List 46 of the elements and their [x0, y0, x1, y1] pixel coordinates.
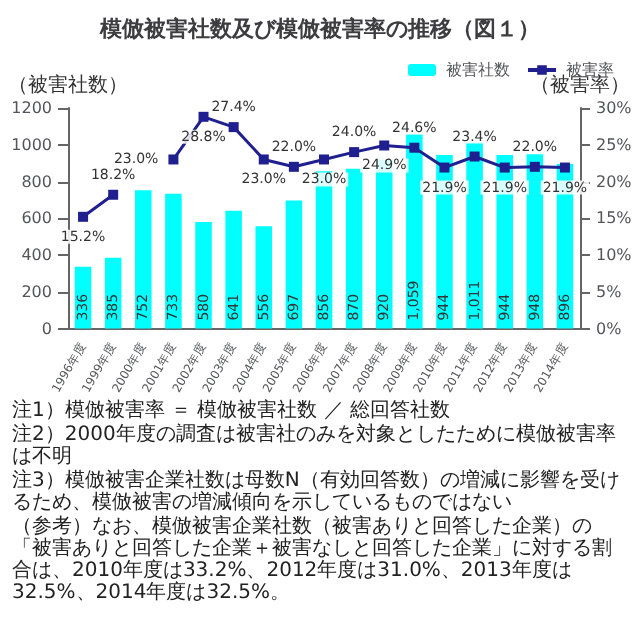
point: [198, 111, 209, 122]
y2-tick-label: 20%: [596, 172, 633, 191]
y-tick-label: 400: [21, 246, 52, 265]
point: [529, 161, 540, 172]
chart-title: 模倣被害社数及び模倣被害率の推移（図１）: [98, 16, 540, 42]
bar: [195, 221, 212, 329]
y2-tick-label: 0%: [596, 319, 623, 338]
y2-tick-label: 15%: [596, 209, 633, 228]
point: [409, 142, 420, 153]
y-tick-label: 1000: [11, 135, 52, 154]
point: [349, 147, 360, 158]
point: [439, 162, 450, 173]
point: [168, 154, 179, 165]
point: [499, 162, 510, 173]
bar: [466, 142, 483, 329]
legend-label: 被害社数: [446, 61, 510, 79]
point: [108, 189, 119, 200]
point: [469, 151, 480, 162]
y-tick-label: 1200: [11, 99, 52, 117]
point: [319, 154, 329, 165]
point: [258, 154, 269, 165]
y-tick-label: 0: [41, 319, 52, 338]
y-tick-label: 600: [21, 209, 52, 228]
text: （参考）なお、模倣被害企業社数（被害ありと回答した企業）の「被害ありと回答した企業＋被害なしと回答した企業」に対する割合は、2010年度は33.2%、2012年度は31.0%、2013年度は32.5%、2014年度は32.5%。: [12, 516, 614, 604]
y2-tick-label: 30%: [596, 99, 633, 117]
y2-axis-title: （被害率）: [530, 73, 630, 97]
y2-tick-label: 25%: [596, 135, 633, 154]
y-axis-title: （被害社数）: [8, 73, 128, 97]
y2-tick-label: 10%: [596, 246, 633, 265]
bar: [225, 210, 242, 329]
text: 注3）模倣被害企業社数は母数N（有効回答数）の増減に影響を受けるため、模倣被害の増減傾向を示しているものではない: [12, 470, 622, 514]
y2-tick-label: 5%: [596, 282, 623, 301]
bar: [406, 133, 423, 329]
bar: [165, 193, 182, 329]
point: [559, 162, 570, 173]
point: [379, 140, 390, 151]
bar: [135, 190, 152, 329]
text: 注2）2000年度の調査は被害社のみを対象としたために模倣被害率は不明: [12, 424, 618, 468]
y-tick-label: 800: [21, 172, 52, 191]
bar: [255, 226, 273, 329]
point: [288, 161, 299, 172]
text: 注1）模倣被害率 ＝ 模倣被害社数 ／ 総回答社数: [12, 400, 453, 422]
y-tick-label: 200: [21, 282, 52, 301]
point: [228, 122, 239, 133]
legend-label: 被害率: [566, 61, 614, 79]
point: [78, 211, 89, 222]
